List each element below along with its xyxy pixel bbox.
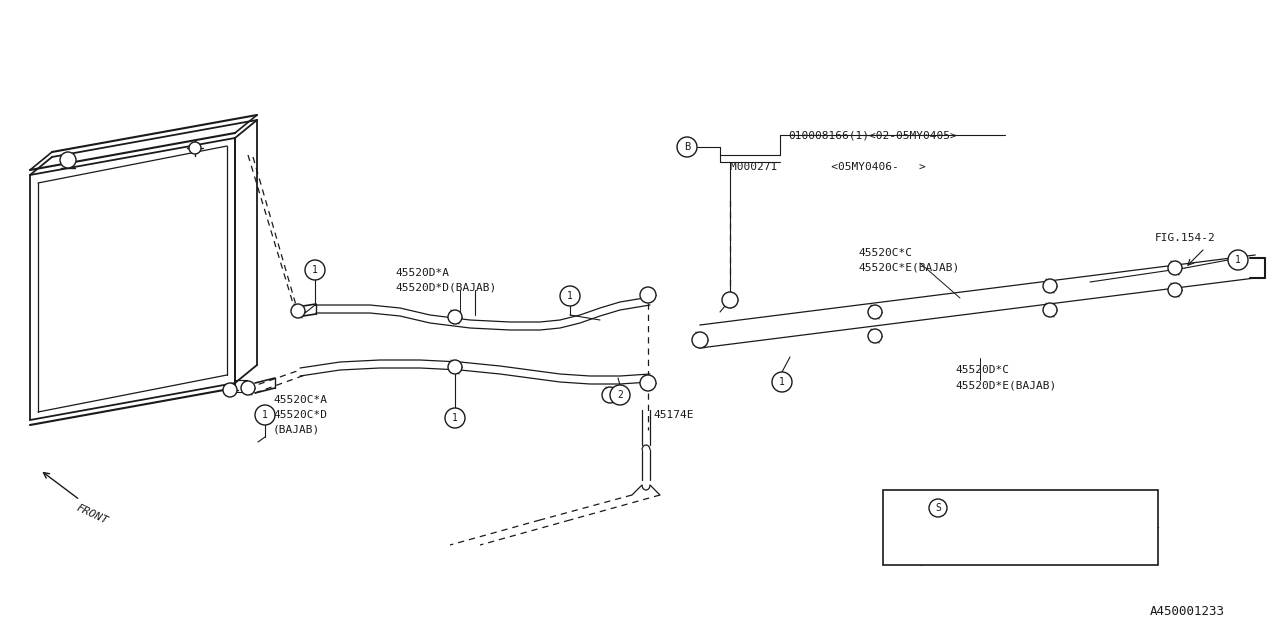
Text: 45520D*E(BAJAB): 45520D*E(BAJAB) [955,380,1056,390]
Text: 45174E: 45174E [653,410,694,420]
Text: 2: 2 [899,503,905,513]
Text: 1: 1 [899,541,905,551]
Circle shape [611,385,630,405]
Bar [236,380,247,392]
Circle shape [189,142,201,154]
Circle shape [1228,250,1248,270]
Circle shape [929,499,947,517]
Circle shape [291,304,305,318]
Circle shape [60,152,76,168]
Circle shape [677,137,698,157]
Circle shape [305,260,325,280]
Circle shape [868,329,882,343]
Circle shape [1043,303,1057,317]
Text: 45520D*D(BAJAB): 45520D*D(BAJAB) [396,283,497,293]
Circle shape [1169,261,1181,275]
Circle shape [868,305,882,319]
Circle shape [1169,283,1181,297]
Text: B: B [684,142,690,152]
Circle shape [722,292,739,308]
Circle shape [448,310,462,324]
Text: 45520C*E(BAJAB): 45520C*E(BAJAB) [858,263,959,273]
Text: 45520C*A: 45520C*A [273,395,326,405]
Text: 45520D*C: 45520D*C [955,365,1009,375]
Text: 047406120(2): 047406120(2) [951,502,1041,515]
Text: 45520D*A: 45520D*A [396,268,449,278]
Circle shape [223,383,237,397]
Circle shape [448,360,462,374]
Circle shape [640,375,657,391]
Text: FRONT: FRONT [76,503,110,526]
Text: 45520C*D: 45520C*D [273,410,326,420]
Circle shape [692,332,708,348]
Text: 2: 2 [617,390,623,400]
Text: A450001233: A450001233 [1149,605,1225,618]
Circle shape [640,287,657,303]
Text: FIG.154-2: FIG.154-2 [1155,233,1216,243]
Text: 1: 1 [452,413,458,423]
Circle shape [892,498,911,518]
Text: 1: 1 [780,377,785,387]
Circle shape [1043,279,1057,293]
Text: 1: 1 [567,291,573,301]
Text: 45520C*C: 45520C*C [858,248,911,258]
Text: 1: 1 [1235,255,1240,265]
Text: 1: 1 [312,265,317,275]
Circle shape [602,387,618,403]
Circle shape [255,405,275,425]
Circle shape [892,536,911,556]
Circle shape [772,372,792,392]
Circle shape [561,286,580,306]
Text: 010008166(1)<02-05MY0405>: 010008166(1)<02-05MY0405> [788,130,956,140]
Text: (BAJAB): (BAJAB) [273,425,320,435]
Text: M000271        <05MY0406-   >: M000271 <05MY0406- > [730,162,925,172]
Text: S: S [936,503,941,513]
Circle shape [445,408,465,428]
Text: 1: 1 [262,410,268,420]
Circle shape [241,381,255,395]
Text: W170023: W170023 [928,540,980,553]
Bar [883,490,1158,565]
